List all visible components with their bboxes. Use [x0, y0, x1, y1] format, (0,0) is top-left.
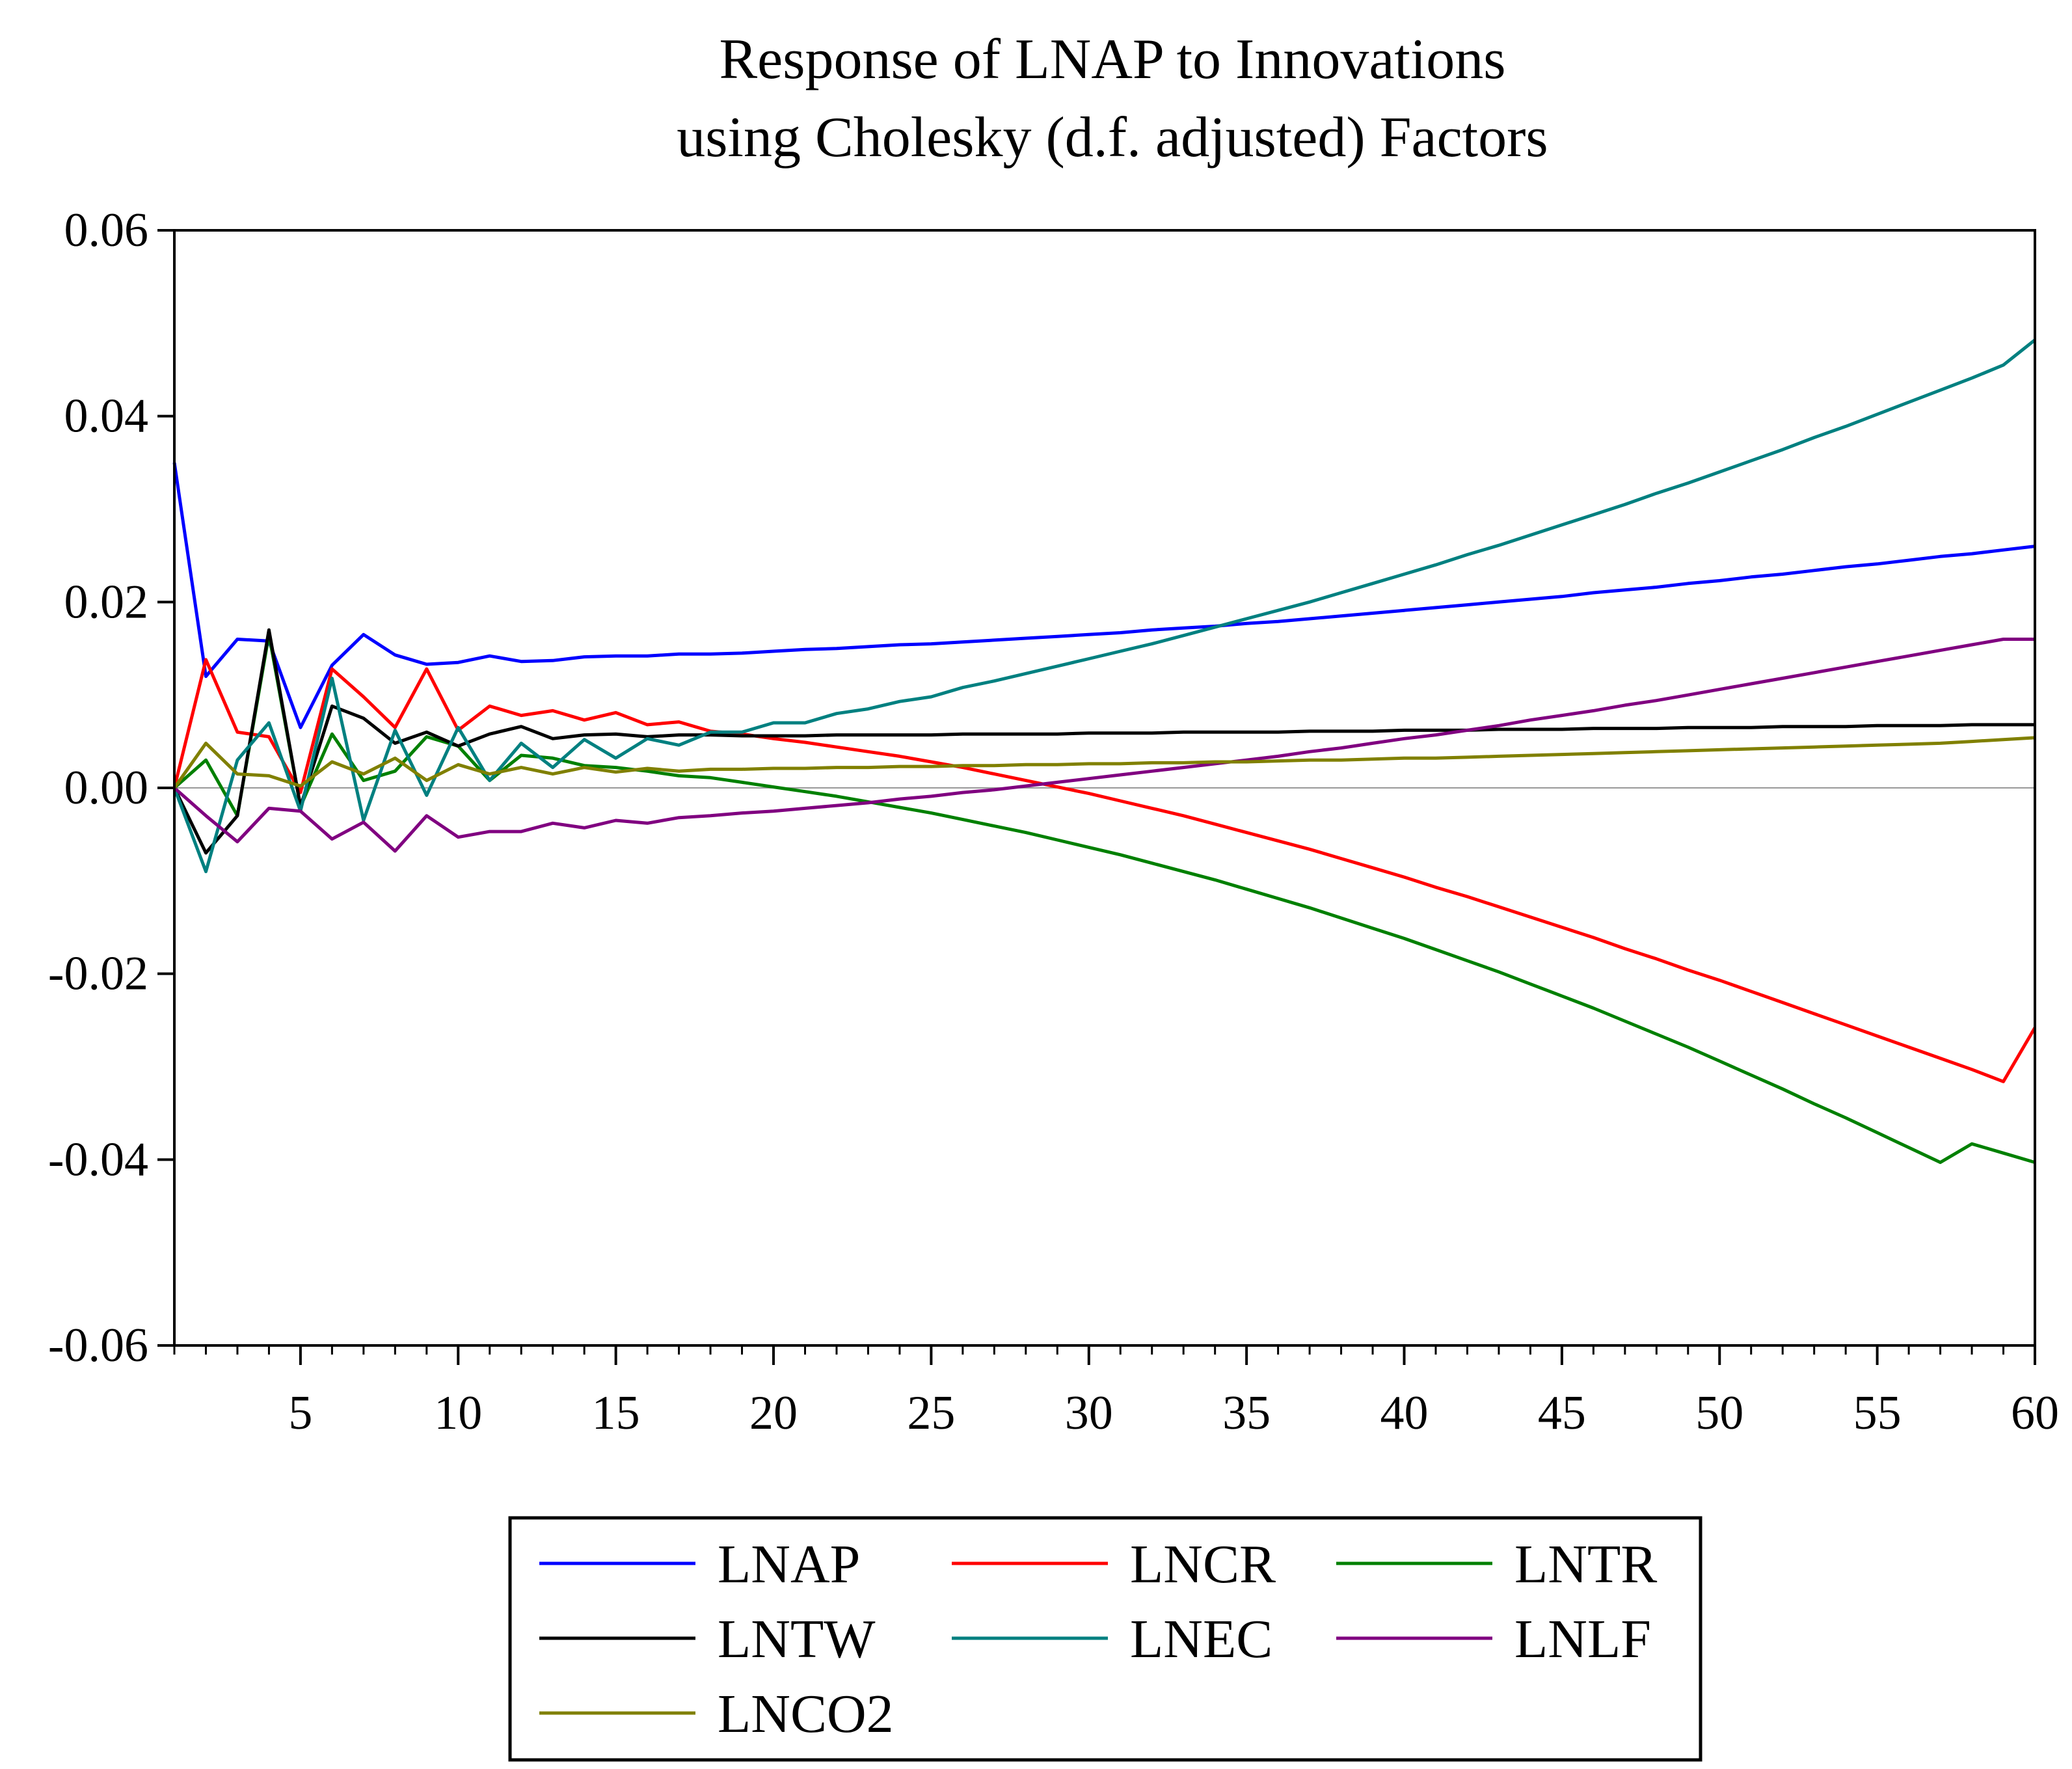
- y-tick-label: 0.02: [64, 575, 149, 628]
- legend-label-lncr: LNCR: [1130, 1534, 1276, 1595]
- x-tick-label: 30: [1065, 1386, 1113, 1440]
- series-line-lnap: [172, 462, 2036, 729]
- series-lines: [172, 338, 2037, 1165]
- series-line-lntr: [173, 632, 2036, 1165]
- y-tick-label: 0.04: [64, 390, 149, 443]
- x-tick-label: 45: [1538, 1386, 1586, 1440]
- legend-label-lnco2: LNCO2: [718, 1684, 894, 1744]
- series-line-lnco2: [172, 736, 2036, 789]
- x-tick-label: 15: [592, 1386, 640, 1440]
- series-line-lncr: [172, 658, 2037, 1083]
- series-line-lnec: [172, 338, 2036, 874]
- x-tick-label: 10: [434, 1386, 482, 1440]
- x-tick-label: 50: [1695, 1386, 1743, 1440]
- x-tick-label: 25: [907, 1386, 955, 1440]
- x-tick-label: 5: [288, 1386, 312, 1440]
- y-tick-label: 0.06: [64, 204, 149, 257]
- legend-label-lnec: LNEC: [1130, 1609, 1272, 1669]
- axes: 0.06 0.04 0.02 0.00 -0.02 -0.04 -0.06 5 10 15 20 25…: [48, 204, 2059, 1440]
- y-tick-label: -0.04: [48, 1133, 148, 1186]
- y-tick-label: -0.02: [48, 947, 148, 1001]
- y-tick-label: 0.00: [64, 761, 149, 815]
- x-tick-label: 40: [1380, 1386, 1429, 1440]
- legend-label-lntr: LNTR: [1514, 1534, 1657, 1595]
- plot-frame: [173, 229, 2036, 1347]
- x-tick-label: 20: [749, 1386, 798, 1440]
- legend-label-lntw: LNTW: [718, 1609, 876, 1669]
- x-tick-label: 55: [1853, 1386, 1902, 1440]
- series-line-lntw: [172, 628, 2035, 855]
- legend: LNAP LNCR LNTR LNTW LNEC LNLF LNCO2: [508, 1516, 1702, 1762]
- chart-title: Response of LNAP to Innovations: [719, 28, 1505, 91]
- x-tick-label: 35: [1222, 1386, 1271, 1440]
- legend-label-lnap: LNAP: [718, 1534, 860, 1595]
- x-tick-label: 60: [2011, 1386, 2059, 1440]
- chart-subtitle: using Cholesky (d.f. adjusted) Factors: [677, 106, 1548, 169]
- series-line-lnlf: [173, 638, 2035, 853]
- legend-label-lnlf: LNLF: [1514, 1609, 1651, 1669]
- y-tick-label: -0.06: [48, 1319, 148, 1372]
